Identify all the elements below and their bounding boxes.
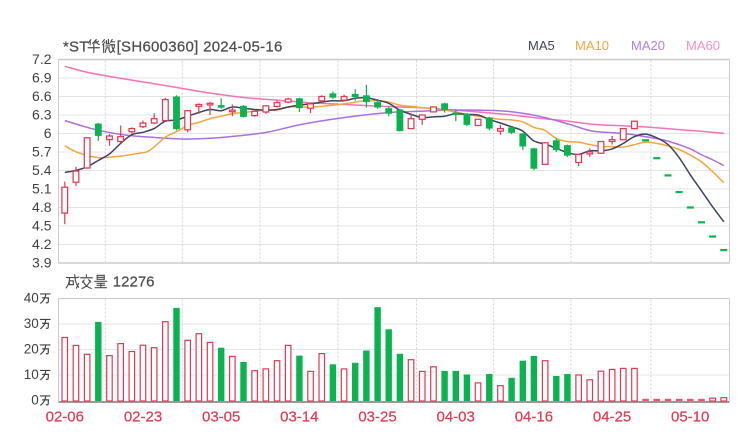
svg-text:4.5: 4.5 bbox=[32, 218, 52, 234]
svg-text:30: 30 bbox=[24, 316, 39, 331]
svg-text:6: 6 bbox=[44, 125, 52, 141]
svg-text:MA10: MA10 bbox=[575, 38, 609, 53]
svg-text:03-25: 03-25 bbox=[358, 409, 396, 426]
svg-text:02-23: 02-23 bbox=[124, 409, 162, 426]
svg-text:4.8: 4.8 bbox=[32, 199, 52, 215]
svg-text:5.4: 5.4 bbox=[32, 162, 52, 178]
svg-text:5.7: 5.7 bbox=[32, 144, 52, 160]
svg-text:0: 0 bbox=[31, 393, 39, 408]
svg-text:12276: 12276 bbox=[113, 274, 155, 291]
svg-text:3.9: 3.9 bbox=[32, 255, 52, 271]
svg-text:04-03: 04-03 bbox=[437, 409, 475, 426]
svg-text:03-14: 03-14 bbox=[280, 409, 318, 426]
svg-text:MA5: MA5 bbox=[528, 38, 555, 53]
svg-text:6.6: 6.6 bbox=[32, 88, 52, 104]
svg-text:4.2: 4.2 bbox=[32, 236, 52, 252]
svg-text:6.9: 6.9 bbox=[32, 70, 52, 86]
svg-text:05-10: 05-10 bbox=[671, 409, 709, 426]
svg-text:04-16: 04-16 bbox=[515, 409, 553, 426]
svg-text:04-25: 04-25 bbox=[593, 409, 631, 426]
svg-text:40: 40 bbox=[24, 291, 39, 306]
svg-text:MA20: MA20 bbox=[631, 38, 665, 53]
svg-text:MA60: MA60 bbox=[686, 38, 720, 53]
svg-text:02-06: 02-06 bbox=[46, 409, 84, 426]
svg-text:20: 20 bbox=[24, 342, 39, 357]
svg-text:[SH600360] 2024-05-16: [SH600360] 2024-05-16 bbox=[117, 39, 283, 56]
svg-text:03-05: 03-05 bbox=[202, 409, 240, 426]
svg-text:5.1: 5.1 bbox=[32, 181, 52, 197]
svg-text:6.3: 6.3 bbox=[32, 107, 52, 123]
svg-text:10: 10 bbox=[24, 367, 39, 382]
svg-text:*ST: *ST bbox=[63, 39, 89, 56]
svg-text:7.2: 7.2 bbox=[32, 51, 52, 67]
